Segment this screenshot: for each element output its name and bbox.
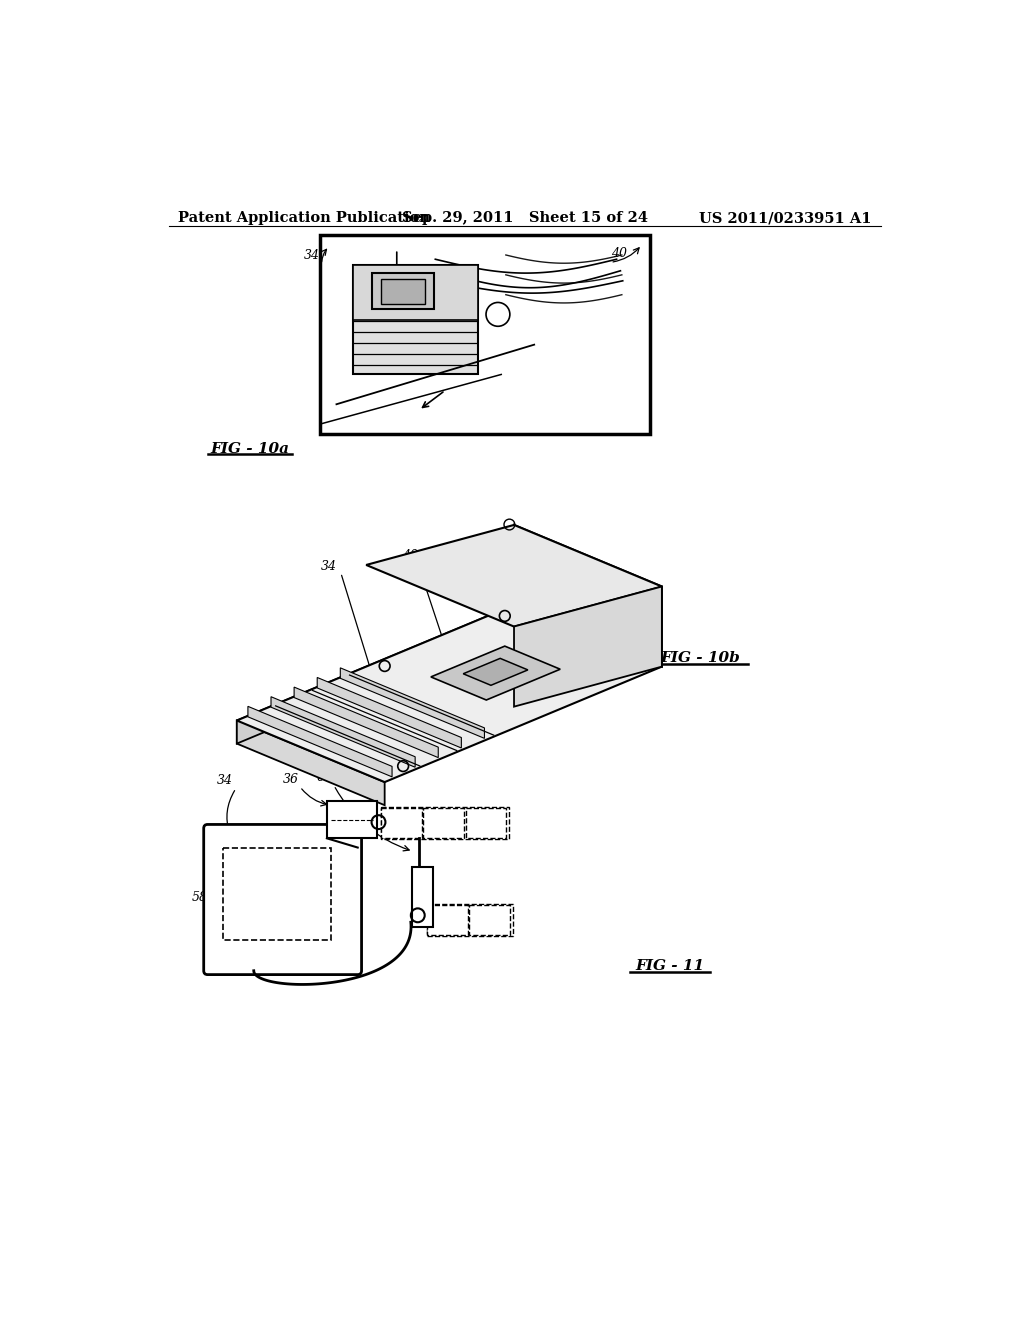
Bar xyxy=(353,265,478,319)
Text: 36: 36 xyxy=(283,772,299,785)
Bar xyxy=(427,904,513,936)
Polygon shape xyxy=(317,677,462,748)
Polygon shape xyxy=(340,668,484,738)
Polygon shape xyxy=(514,525,662,667)
Bar xyxy=(412,867,433,927)
Polygon shape xyxy=(237,605,662,781)
Text: 58: 58 xyxy=(191,891,208,904)
Text: US 2011/0233951 A1: US 2011/0233951 A1 xyxy=(698,211,871,226)
Bar xyxy=(381,807,509,840)
Bar xyxy=(327,801,377,838)
Text: 34: 34 xyxy=(322,560,337,573)
Text: FIG - 10a: FIG - 10a xyxy=(210,442,290,455)
Bar xyxy=(427,906,468,935)
Bar xyxy=(423,808,464,837)
Bar xyxy=(381,279,425,304)
Bar xyxy=(469,906,510,935)
Polygon shape xyxy=(294,688,438,758)
Text: 40: 40 xyxy=(402,549,418,562)
Polygon shape xyxy=(271,697,415,767)
Bar xyxy=(466,808,506,837)
Bar xyxy=(381,808,422,837)
Bar xyxy=(353,265,478,375)
Bar xyxy=(223,847,331,940)
Text: Patent Application Publication: Patent Application Publication xyxy=(178,211,430,226)
Bar xyxy=(372,273,434,309)
Polygon shape xyxy=(237,721,385,805)
Bar xyxy=(323,238,647,432)
FancyBboxPatch shape xyxy=(204,825,361,974)
Polygon shape xyxy=(514,586,662,706)
Text: 34: 34 xyxy=(304,249,321,261)
Bar xyxy=(319,235,649,434)
Polygon shape xyxy=(248,706,392,777)
Polygon shape xyxy=(431,645,560,700)
Text: Sep. 29, 2011   Sheet 15 of 24: Sep. 29, 2011 Sheet 15 of 24 xyxy=(401,211,648,226)
Text: 40: 40 xyxy=(611,247,628,260)
Text: FIG - 11: FIG - 11 xyxy=(635,960,705,973)
Polygon shape xyxy=(367,525,662,627)
Text: 60: 60 xyxy=(316,771,333,784)
Text: FIG - 10b: FIG - 10b xyxy=(660,651,740,665)
Polygon shape xyxy=(463,659,528,685)
Text: 34: 34 xyxy=(216,774,232,787)
Polygon shape xyxy=(237,605,514,743)
